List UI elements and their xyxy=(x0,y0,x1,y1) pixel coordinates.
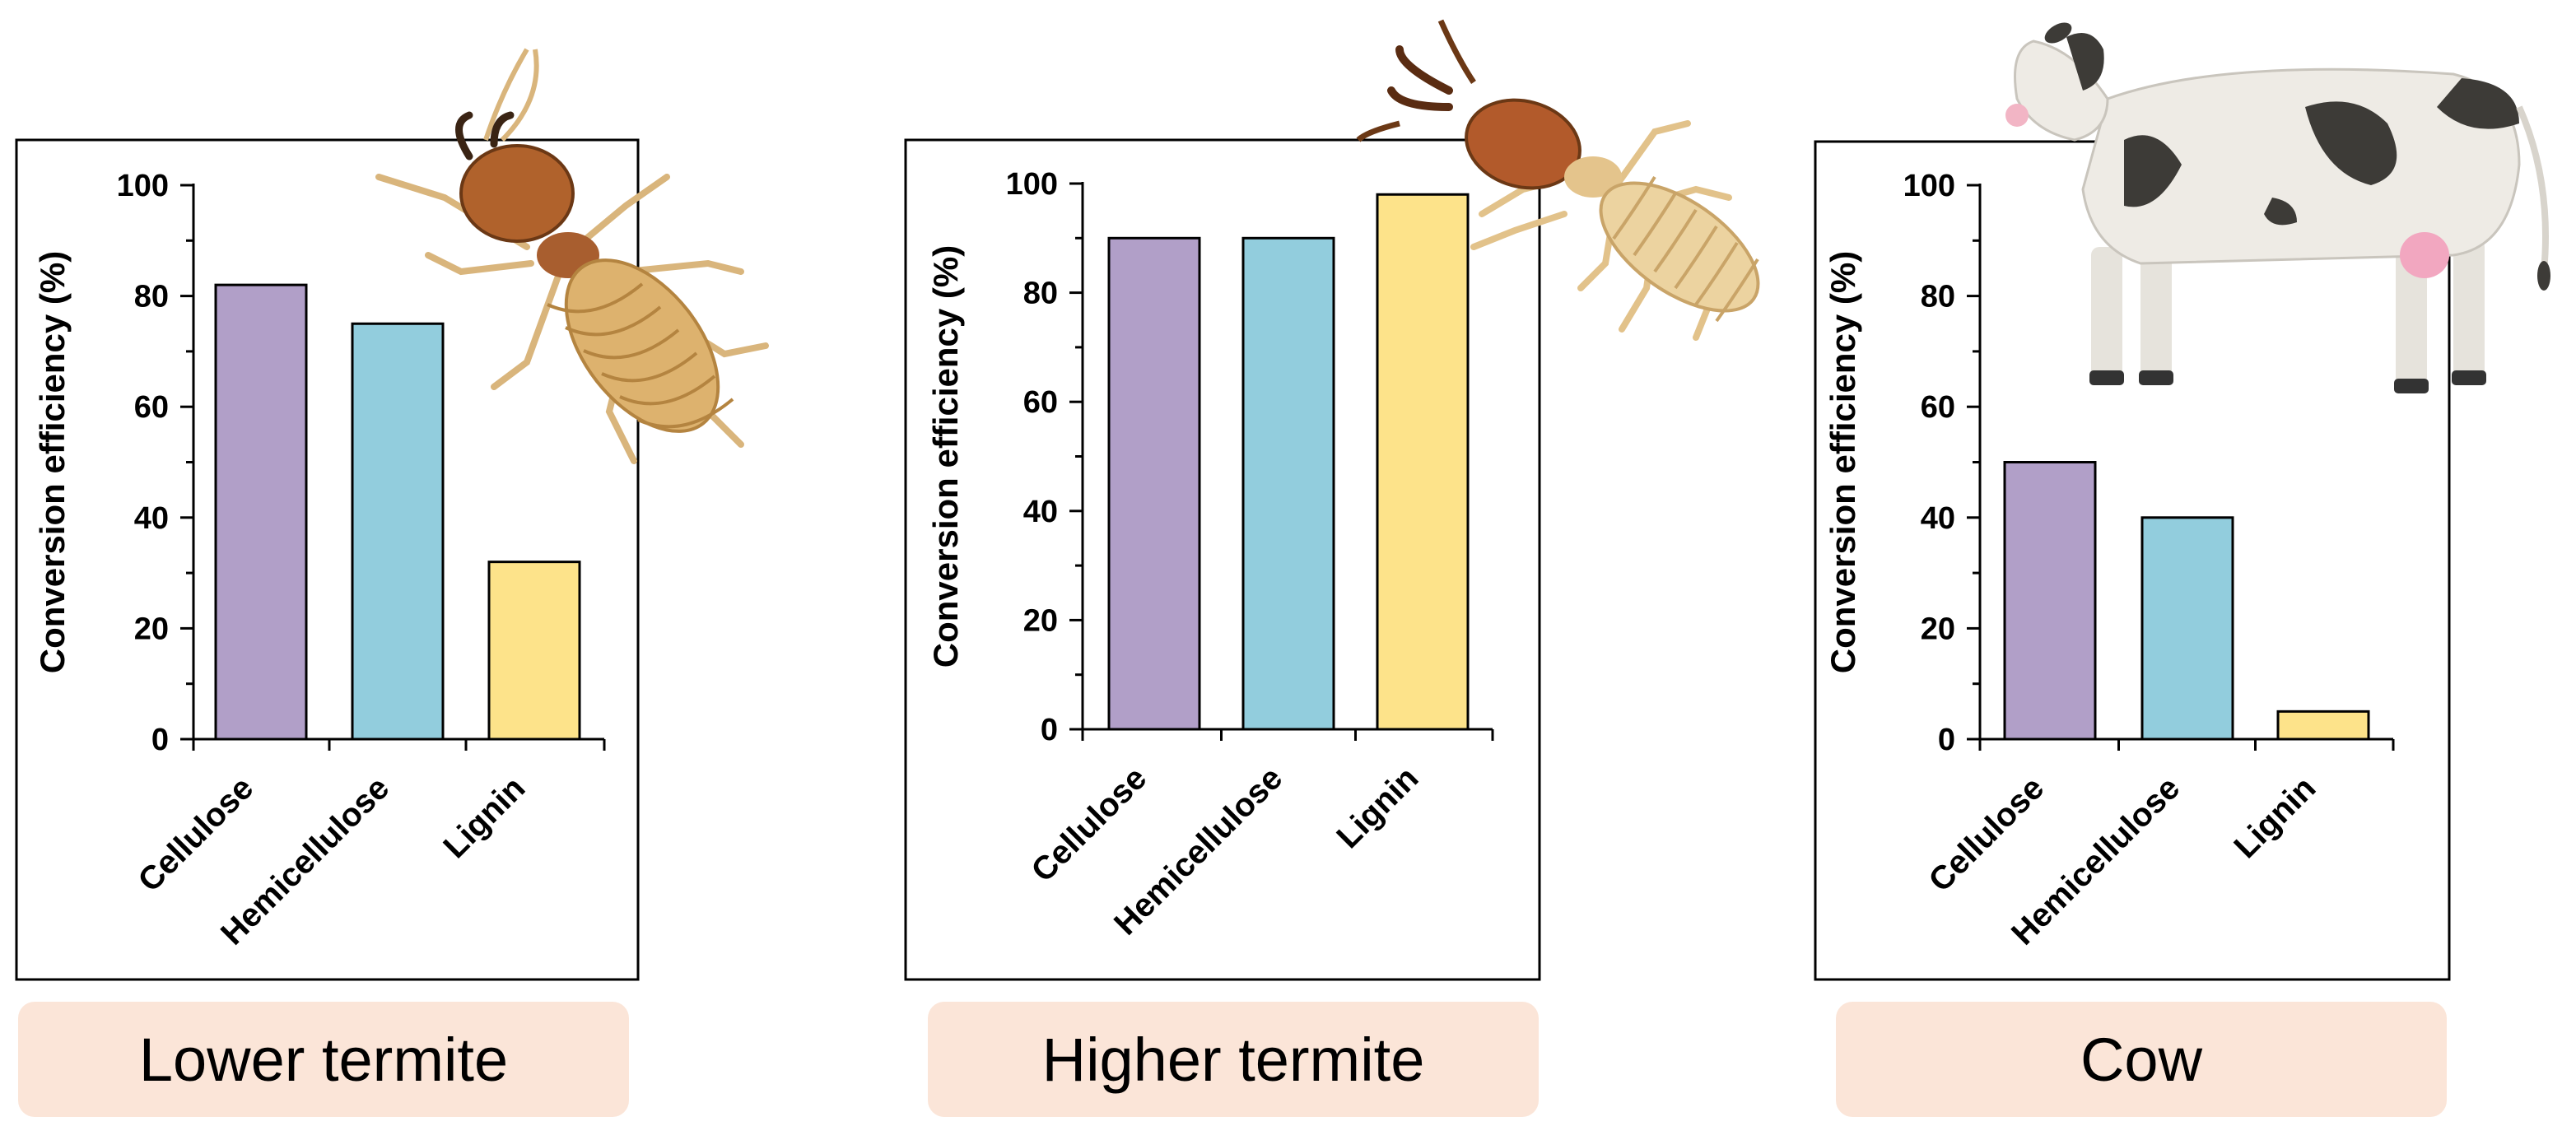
chart-panel-2: 0 20 40 60 80 100 Conversion efficiency (%) Cel… xyxy=(1814,140,2451,981)
termite-leg xyxy=(491,268,563,390)
termite-head xyxy=(459,144,575,243)
panel-label-text: Cow xyxy=(2080,1025,2203,1094)
panel-label-higher-termite: Higher termite xyxy=(928,1002,1539,1117)
bar-hemicellulose xyxy=(1241,236,1335,731)
y-tick-label: 20 xyxy=(1023,603,1058,638)
cow-tail xyxy=(2516,105,2549,272)
bar-cellulose xyxy=(214,283,308,741)
cow-leg xyxy=(2140,247,2172,379)
termite-abdomen xyxy=(1599,181,1760,313)
termite-abdomen xyxy=(564,258,720,433)
y-tick-label: 20 xyxy=(134,612,169,646)
cow-tail-tuft xyxy=(2537,261,2550,291)
termite-leg xyxy=(1470,211,1567,250)
chart-panel-1: 0 20 40 60 80 100 Conversion efficiency (%) Cel… xyxy=(904,138,1541,981)
x-category-label: Cellulose xyxy=(1024,760,1153,889)
termite-leg xyxy=(425,252,534,276)
cow-spot xyxy=(2124,135,2182,207)
termite-segment xyxy=(1612,175,1656,240)
cow-leg xyxy=(2091,247,2122,379)
y-tick-label: 40 xyxy=(134,501,169,536)
y-axis-label: Conversion efficiency (%) xyxy=(1824,251,1862,673)
cow-udder xyxy=(2400,232,2449,278)
bar-lignin xyxy=(2276,710,2370,741)
termite-segment xyxy=(1694,241,1739,306)
termite-mandible xyxy=(455,111,515,161)
termite-mandible xyxy=(1387,45,1453,111)
y-tick-label: 0 xyxy=(151,723,169,757)
termite-segment xyxy=(583,328,680,360)
y-tick-label: 100 xyxy=(1903,169,1955,203)
cow-spot xyxy=(2264,198,2297,226)
termite-segment xyxy=(547,282,644,314)
bar-lignin xyxy=(1376,193,1470,731)
panel-frame xyxy=(15,138,640,981)
cow-hoof xyxy=(2394,379,2429,393)
panel-frame xyxy=(1814,140,2451,981)
y-tick-label: 0 xyxy=(1041,713,1058,747)
termite-antenna xyxy=(1356,19,1476,142)
cow-ear xyxy=(2044,22,2072,44)
cow-hoof xyxy=(2452,370,2486,385)
x-category-label: Cellulose xyxy=(131,770,260,899)
y-tick-label: 100 xyxy=(117,169,169,203)
termite-segment xyxy=(565,305,662,337)
termite-head xyxy=(1465,98,1581,190)
y-tick-label: 60 xyxy=(1921,390,1955,425)
bar-cellulose xyxy=(1107,236,1201,731)
y-tick-label: 40 xyxy=(1921,501,1955,536)
panel-label-lower-termite: Lower termite xyxy=(18,1002,629,1117)
y-axis-label: Conversion efficiency (%) xyxy=(926,245,965,668)
y-tick-label: 0 xyxy=(1938,723,1955,757)
x-category-label: Cellulose xyxy=(1922,770,2051,899)
chart-panel-0: 0 20 40 60 80 100 Conversion efficiency (%) Cel… xyxy=(15,138,640,981)
y-tick-label: 80 xyxy=(134,280,169,314)
y-tick-label: 80 xyxy=(1921,280,1955,314)
termite-segment xyxy=(1653,208,1698,273)
y-tick-label: 20 xyxy=(1921,612,1955,646)
bar-hemicellulose xyxy=(2140,516,2234,741)
cow-illustration xyxy=(2005,22,2550,393)
termite-segment xyxy=(601,351,698,383)
panel-label-cow: Cow xyxy=(1836,1002,2447,1117)
y-tick-label: 60 xyxy=(1023,385,1058,420)
cow-nose xyxy=(2005,104,2029,127)
x-category-label: Lignin xyxy=(1330,760,1425,855)
cow-hoof xyxy=(2089,370,2124,385)
panel-frame xyxy=(904,138,1541,981)
cow-spot xyxy=(2305,101,2397,185)
higher-termite-illustration xyxy=(1356,19,1760,341)
termite-segment xyxy=(1715,258,1759,323)
termite-segment xyxy=(619,375,716,406)
y-axis-label: Conversion efficiency (%) xyxy=(33,251,72,673)
termite-segment xyxy=(1674,225,1718,290)
y-tick-label: 40 xyxy=(1023,495,1058,529)
y-tick-label: 100 xyxy=(1006,167,1058,202)
cow-hoof xyxy=(2139,370,2173,385)
panel-label-text: Higher termite xyxy=(1041,1025,1425,1094)
termite-segment xyxy=(637,398,734,429)
y-tick-label: 80 xyxy=(1023,277,1058,311)
x-category-label: Lignin xyxy=(2227,770,2322,865)
termite-thorax xyxy=(1564,156,1622,198)
cow-head-spot xyxy=(2066,33,2104,91)
bar-cellulose xyxy=(2003,461,2097,741)
cow-head xyxy=(2014,40,2109,142)
termite-leg xyxy=(573,174,670,250)
panel-label-text: Lower termite xyxy=(138,1025,509,1094)
termite-leg xyxy=(1610,120,1691,193)
termite-segment xyxy=(1633,192,1677,257)
lower-termite-illustration xyxy=(375,48,769,464)
termite-antenna xyxy=(483,48,539,142)
cow-body xyxy=(2081,67,2521,265)
y-tick-label: 60 xyxy=(134,390,169,425)
bar-hemicellulose xyxy=(351,322,445,741)
cow-leg xyxy=(2453,239,2485,379)
termite-leg xyxy=(622,259,744,275)
bar-lignin xyxy=(487,561,581,741)
x-category-label: Lignin xyxy=(436,770,532,865)
cow-spot xyxy=(2437,78,2519,129)
